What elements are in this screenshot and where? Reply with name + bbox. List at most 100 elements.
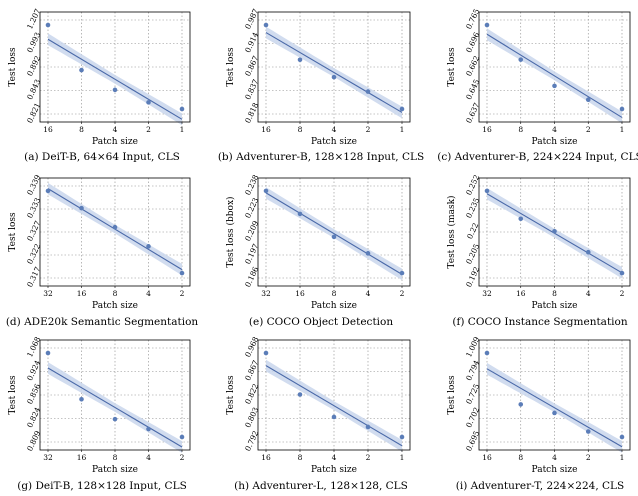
- data-point: [518, 57, 524, 62]
- data-point: [146, 100, 151, 105]
- data-point: [365, 424, 371, 430]
- y-axis-label: Test loss: [226, 47, 236, 87]
- x-tick-label: 16: [261, 125, 271, 134]
- x-tick-label: 8: [332, 289, 337, 298]
- data-point: [399, 270, 405, 276]
- chart-caption: (c) Adventurer-B, 224×224 Input, CLS: [437, 151, 638, 163]
- x-tick-label: 8: [552, 289, 557, 298]
- x-tick-label: 4: [552, 453, 557, 462]
- x-tick-label: 4: [332, 125, 337, 134]
- chart-caption: (f) COCO Instance Segmentation: [452, 316, 627, 328]
- x-tick-label: 32: [261, 289, 271, 298]
- x-tick-label: 1: [620, 453, 625, 462]
- data-point: [484, 22, 490, 28]
- x-tick-label: 8: [518, 125, 523, 134]
- x-tick-label: 8: [79, 125, 84, 134]
- data-point: [552, 410, 557, 416]
- chart-caption: (i) Adventurer-T, 224×224, CLS: [456, 480, 624, 492]
- trend-line: [486, 33, 623, 118]
- data-point: [619, 270, 625, 276]
- chart-caption: (e) COCO Object Detection: [249, 316, 393, 328]
- data-point: [179, 270, 185, 276]
- x-axis-label: Patch size: [532, 465, 578, 475]
- data-point: [484, 350, 490, 356]
- data-point: [552, 229, 557, 234]
- trend-line: [486, 368, 623, 448]
- data-point: [585, 97, 591, 103]
- data-point: [79, 396, 84, 402]
- data-point: [179, 106, 185, 112]
- trend-line: [47, 367, 183, 448]
- chart-caption: (d) ADE20k Semantic Segmentation: [6, 316, 199, 328]
- data-point: [619, 434, 625, 440]
- data-point: [263, 350, 269, 356]
- x-tick-label: 1: [400, 125, 405, 134]
- x-tick-label: 16: [482, 453, 492, 462]
- x-tick-label: 2: [586, 125, 591, 134]
- x-axis-label: Patch size: [311, 465, 357, 475]
- x-tick-label: 4: [586, 289, 591, 298]
- x-tick-label: 8: [518, 453, 523, 462]
- y-axis-label: Test loss (mask): [446, 195, 457, 268]
- trend-line: [265, 192, 403, 275]
- data-point: [45, 22, 51, 28]
- x-tick-label: 2: [366, 453, 371, 462]
- x-axis-label: Patch size: [532, 301, 578, 311]
- x-axis-label: Patch size: [311, 301, 357, 311]
- x-tick-label: 8: [298, 453, 303, 462]
- x-tick-label: 16: [482, 125, 492, 134]
- y-axis-label: Test loss (bbox): [225, 196, 236, 267]
- y-axis-label: Test loss: [226, 375, 236, 415]
- x-tick-label: 2: [180, 453, 185, 462]
- x-tick-label: 4: [552, 125, 557, 134]
- data-point: [399, 434, 405, 440]
- data-point: [179, 434, 185, 440]
- data-point: [79, 205, 84, 211]
- x-tick-label: 2: [620, 289, 625, 298]
- data-point: [331, 234, 337, 240]
- x-tick-label: 16: [77, 453, 87, 462]
- chart-caption: (h) Adventurer-L, 128×128, CLS: [234, 480, 408, 492]
- x-axis-label: Patch size: [92, 301, 138, 311]
- x-tick-label: 4: [146, 289, 151, 298]
- x-tick-label: 1: [400, 453, 405, 462]
- data-point: [146, 426, 151, 432]
- data-point: [518, 402, 524, 407]
- y-axis-label: Test loss: [8, 47, 18, 87]
- x-tick-label: 8: [298, 125, 303, 134]
- data-point: [297, 392, 303, 397]
- trend-line: [47, 38, 183, 120]
- x-tick-label: 16: [77, 289, 87, 298]
- data-point: [484, 188, 490, 194]
- data-point: [365, 89, 371, 94]
- data-point: [263, 188, 269, 194]
- data-point: [365, 251, 371, 256]
- data-point: [263, 22, 269, 28]
- x-tick-label: 2: [586, 453, 591, 462]
- x-axis-label: Patch size: [532, 137, 578, 147]
- x-tick-label: 2: [180, 289, 185, 298]
- y-axis-label: Test loss: [447, 47, 457, 87]
- x-tick-label: 16: [43, 125, 53, 134]
- data-point: [146, 244, 151, 249]
- x-axis-label: Patch size: [92, 137, 138, 147]
- x-tick-label: 16: [261, 453, 271, 462]
- x-tick-label: 8: [113, 289, 118, 298]
- x-tick-label: 1: [620, 125, 625, 134]
- chart-caption: (g) DeiT-B, 128×128 Input, CLS: [17, 480, 187, 492]
- x-tick-label: 4: [366, 289, 371, 298]
- data-point: [552, 83, 557, 89]
- x-tick-label: 32: [43, 289, 53, 298]
- data-point: [45, 350, 51, 356]
- x-tick-label: 4: [146, 453, 151, 462]
- data-point: [297, 211, 303, 217]
- data-point: [331, 74, 337, 80]
